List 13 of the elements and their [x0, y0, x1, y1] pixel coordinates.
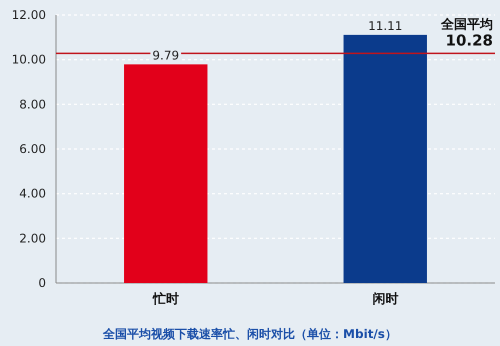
y-tick-label: 8.00 — [19, 97, 46, 112]
ref-line-label: 全国平均 10.28 — [440, 17, 493, 50]
data-label: 9.79 — [152, 48, 180, 62]
x-tick-label: 忙时 — [152, 291, 179, 307]
y-tick-label: 6.00 — [19, 142, 46, 156]
y-tick-label: 0 — [38, 276, 46, 290]
y-tick-label: 10.00 — [12, 52, 46, 67]
y-tick-label: 2.00 — [19, 231, 46, 246]
y-tick-label: 4.00 — [19, 186, 46, 201]
y-tick-label: 12.00 — [12, 8, 46, 22]
text: 全国平均视频下载速率忙、闲时对比（单位：Mbit/s） — [102, 327, 397, 341]
data-label: 11.11 — [368, 18, 402, 33]
x-tick-label: 闲时 — [372, 292, 398, 307]
